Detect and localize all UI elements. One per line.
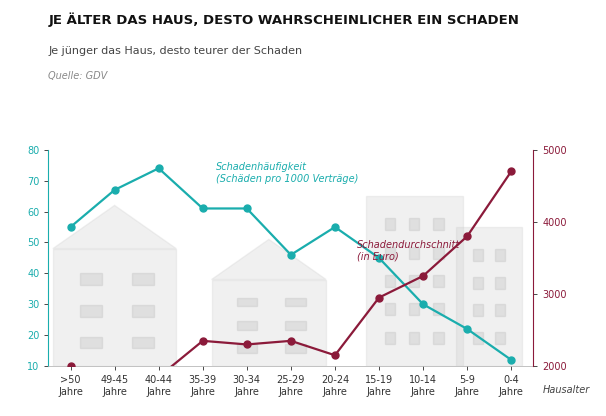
Text: Je jünger das Haus, desto teurer der Schaden: Je jünger das Haus, desto teurer der Sch… bbox=[48, 46, 302, 56]
Bar bbox=[495, 249, 505, 261]
Bar bbox=[473, 277, 483, 289]
Bar bbox=[409, 303, 419, 315]
Text: Schadenhäufigkeit
(Schäden pro 1000 Verträge): Schadenhäufigkeit (Schäden pro 1000 Vert… bbox=[216, 162, 358, 184]
Bar bbox=[385, 218, 395, 230]
Bar bbox=[132, 305, 154, 317]
Bar bbox=[237, 298, 258, 306]
Text: JE ÄLTER DAS HAUS, DESTO WAHRSCHEINLICHER EIN SCHADEN: JE ÄLTER DAS HAUS, DESTO WAHRSCHEINLICHE… bbox=[48, 12, 519, 27]
Bar bbox=[433, 332, 444, 344]
Bar bbox=[385, 275, 395, 287]
Bar bbox=[211, 280, 326, 366]
Bar bbox=[409, 247, 419, 259]
Bar bbox=[80, 337, 102, 349]
Bar bbox=[433, 247, 444, 259]
Bar bbox=[80, 273, 102, 285]
Text: Schadendurchschnitt
(in Euro): Schadendurchschnitt (in Euro) bbox=[357, 240, 460, 262]
Bar bbox=[409, 332, 419, 344]
Bar bbox=[366, 196, 463, 366]
Bar bbox=[456, 227, 522, 366]
Bar bbox=[473, 305, 483, 317]
Bar bbox=[409, 218, 419, 230]
Bar bbox=[385, 247, 395, 259]
Bar bbox=[237, 344, 258, 353]
Bar bbox=[473, 332, 483, 344]
Bar bbox=[433, 218, 444, 230]
Polygon shape bbox=[53, 206, 176, 249]
Bar bbox=[495, 332, 505, 344]
Bar bbox=[285, 298, 305, 306]
Text: Quelle: GDV: Quelle: GDV bbox=[48, 71, 108, 81]
Bar bbox=[409, 275, 419, 287]
Bar bbox=[495, 305, 505, 317]
Bar bbox=[53, 249, 176, 366]
Bar bbox=[237, 321, 258, 330]
Text: Hausalter: Hausalter bbox=[542, 385, 590, 395]
Bar bbox=[132, 337, 154, 349]
Bar bbox=[285, 344, 305, 353]
Bar bbox=[433, 303, 444, 315]
Bar bbox=[285, 321, 305, 330]
Bar bbox=[132, 273, 154, 285]
Bar bbox=[473, 249, 483, 261]
Polygon shape bbox=[211, 239, 326, 280]
Bar bbox=[385, 332, 395, 344]
Bar bbox=[385, 303, 395, 315]
Bar bbox=[495, 277, 505, 289]
Bar bbox=[433, 275, 444, 287]
Bar bbox=[80, 305, 102, 317]
